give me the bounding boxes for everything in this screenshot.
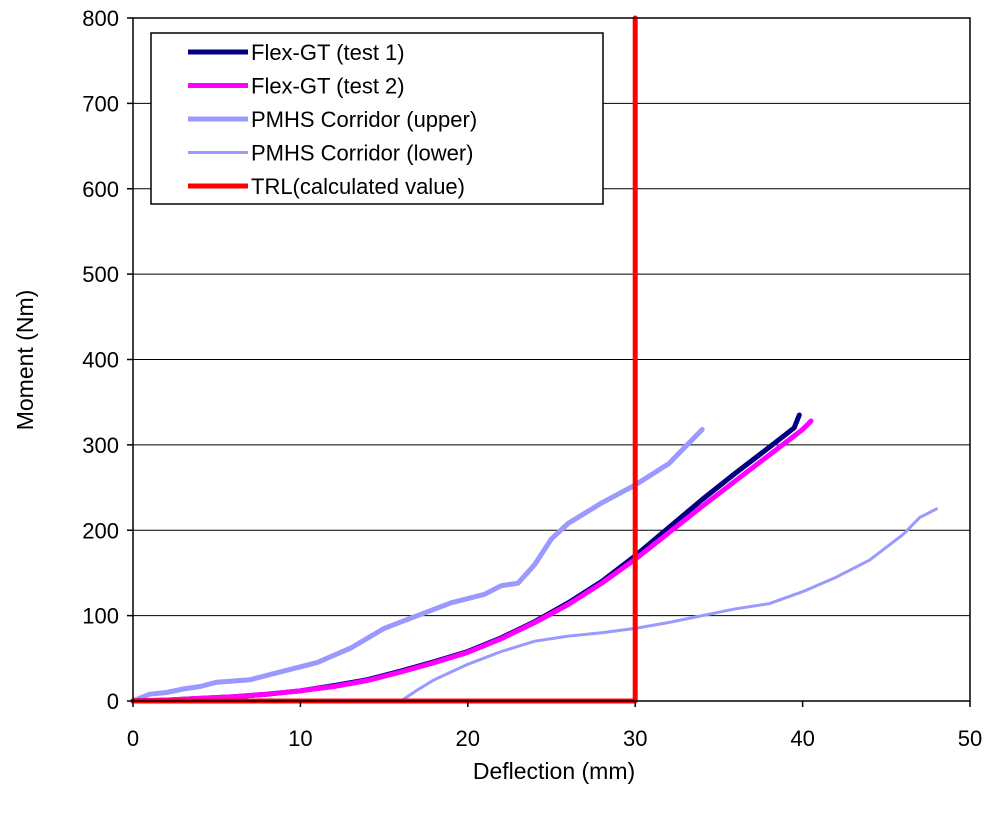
legend-label: TRL(calculated value)	[251, 174, 465, 199]
series-line-3	[399, 507, 938, 703]
y-tick-label: 300	[82, 433, 119, 458]
y-tick-label: 200	[82, 518, 119, 543]
x-tick-label: 50	[958, 726, 982, 751]
x-tick-label: 30	[623, 726, 647, 751]
series-line-2	[130, 427, 705, 704]
y-tick-label: 800	[82, 6, 119, 31]
legend-label: Flex-GT (test 1)	[251, 40, 405, 65]
x-tick-label: 0	[127, 726, 139, 751]
y-axis-title: Moment (Nm)	[12, 290, 38, 431]
series-line-0	[130, 412, 802, 704]
y-tick-label: 600	[82, 177, 119, 202]
y-tick-label: 700	[82, 91, 119, 116]
legend-label: PMHS Corridor (upper)	[251, 107, 477, 132]
x-tick-label: 20	[456, 726, 480, 751]
legend-label: PMHS Corridor (lower)	[251, 141, 473, 166]
axis-ticks: 0 100 200 300 400 500 600 700 800 0 10 20 30 40 50	[82, 6, 982, 751]
legend: Flex-GT (test 1) Flex-GT (test 2) PMHS Cor…	[150, 32, 604, 205]
legend-label: Flex-GT (test 2)	[251, 74, 405, 99]
x-tick-label: 40	[790, 726, 814, 751]
series-line-1	[130, 418, 814, 704]
x-tick-label: 10	[288, 726, 312, 751]
y-tick-label: 100	[82, 604, 119, 629]
y-tick-label: 500	[82, 262, 119, 287]
y-tick-label: 0	[107, 689, 119, 714]
y-tick-label: 400	[82, 348, 119, 373]
x-axis-title: Deflection (mm)	[473, 758, 635, 784]
